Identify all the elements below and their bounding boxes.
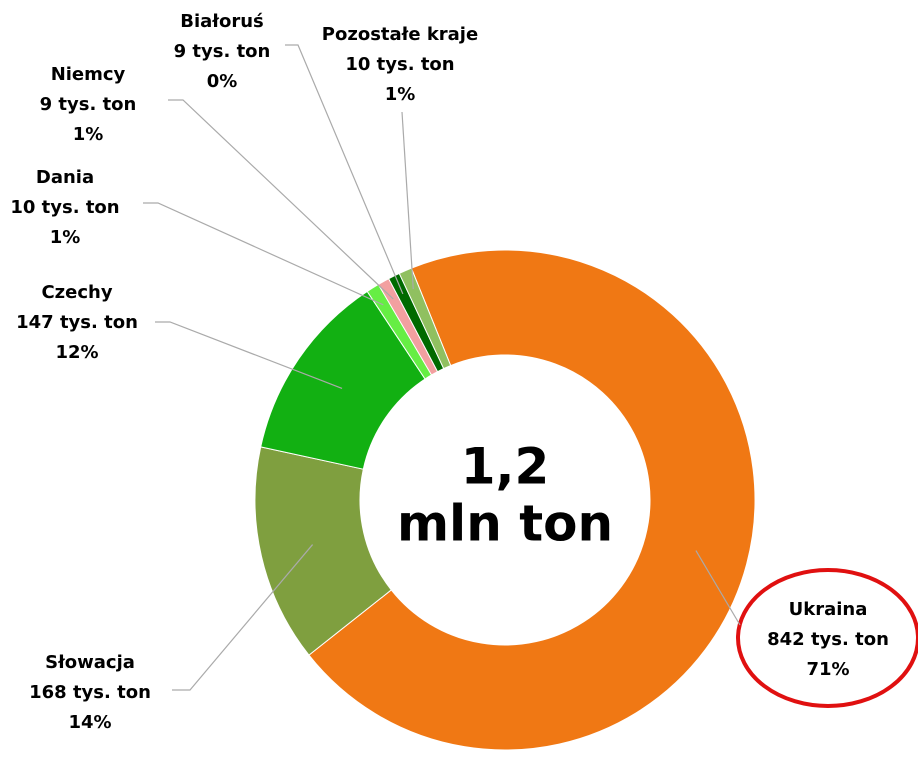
percent-label: 1% (385, 84, 416, 105)
value-label: 147 tys. ton (16, 312, 138, 333)
value-label: 168 tys. ton (29, 682, 151, 703)
category-label: Dania (36, 167, 94, 188)
leader-line (695, 550, 741, 626)
percent-label: 12% (55, 342, 98, 363)
percent-label: 1% (50, 227, 81, 248)
center-label: 1,2 (461, 438, 550, 496)
category-label: Niemcy (51, 64, 126, 85)
category-label: Czechy (41, 282, 112, 303)
value-label: 842 tys. ton (767, 629, 889, 650)
percent-label: 71% (806, 659, 849, 680)
leader-line (285, 44, 404, 295)
value-label: 10 tys. ton (345, 54, 454, 75)
leader-line (168, 99, 394, 300)
leader-line (401, 111, 414, 290)
value-label: 9 tys. ton (174, 41, 271, 62)
donut-slice (308, 249, 756, 751)
center-label: mln ton (397, 495, 613, 553)
category-label: Pozostałe kraje (322, 24, 478, 45)
category-label: Ukraina (789, 599, 868, 620)
category-label: Białoruś (180, 11, 264, 32)
leader-line (155, 321, 343, 389)
leader-line (143, 202, 384, 306)
category-label: Słowacja (45, 652, 135, 673)
percent-label: 1% (73, 124, 104, 145)
value-label: 10 tys. ton (10, 197, 119, 218)
value-label: 9 tys. ton (40, 94, 137, 115)
highlight-circle (736, 568, 918, 708)
percent-label: 0% (207, 71, 238, 92)
donut-slice (398, 267, 452, 370)
percent-label: 14% (68, 712, 111, 733)
leader-line (172, 544, 314, 691)
